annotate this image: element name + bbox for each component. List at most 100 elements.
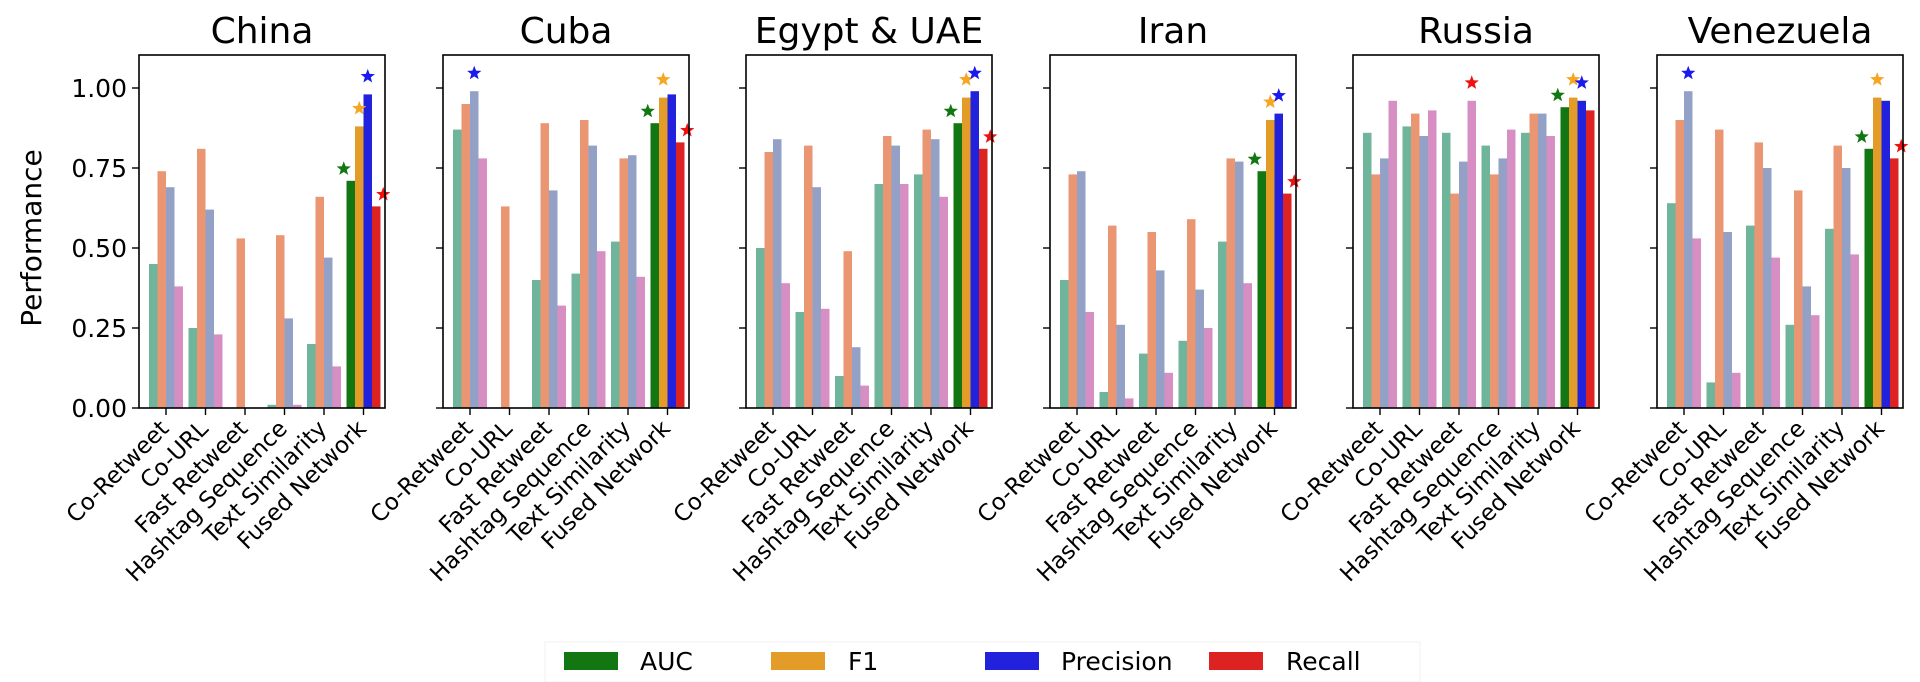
best-star-f1: [1870, 72, 1885, 86]
legend-label-precision: Precision: [1061, 647, 1173, 676]
bar-co-url-recall: [821, 308, 830, 408]
panel-frame: [138, 54, 386, 409]
bar-fused-network-precision: [970, 91, 979, 408]
panel-frame: [745, 54, 993, 409]
bar-hashtag-sequence-precision: [284, 318, 293, 408]
bar-co-url-auc: [1402, 126, 1411, 409]
bar-co-url-f1: [1715, 129, 1724, 408]
bar-text-similarity-auc: [1825, 228, 1834, 408]
bar-fused-network-recall: [372, 206, 381, 408]
bar-text-similarity-precision: [628, 155, 637, 408]
best-star-auc: [1550, 87, 1565, 102]
bar-hashtag-sequence-recall: [1507, 129, 1516, 408]
panel-frame: [1656, 54, 1904, 409]
bar-co-retweet-precision: [773, 139, 782, 408]
bar-fused-network-recall: [1586, 110, 1595, 409]
bar-co-retweet-recall: [1692, 238, 1701, 408]
legend: AUC F1 Precision Recall: [544, 641, 1421, 682]
bar-fast-retweet-auc: [1442, 132, 1451, 409]
bar-hashtag-sequence-recall: [293, 404, 302, 408]
best-star-precision: [1271, 88, 1286, 102]
bar-fast-retweet-precision: [1459, 161, 1468, 408]
bar-fast-retweet-recall: [1164, 372, 1173, 408]
bar-co-retweet-f1: [1371, 174, 1380, 408]
panel-frame: [442, 54, 690, 409]
bar-fused-network-auc: [953, 123, 962, 408]
bar-fast-retweet-f1: [236, 238, 245, 408]
bar-fast-retweet-precision: [1763, 168, 1772, 408]
bar-fast-retweet-f1: [1147, 232, 1156, 408]
bar-hashtag-sequence-auc: [1481, 145, 1490, 408]
best-star-recall: [1894, 138, 1909, 153]
best-star-precision: [967, 65, 982, 80]
bar-hashtag-sequence-recall: [1811, 315, 1820, 408]
best-star-precision: [467, 65, 482, 80]
bar-fused-network-f1: [1569, 97, 1578, 408]
bar-hashtag-sequence-recall: [900, 184, 909, 408]
bar-text-similarity-f1: [1529, 113, 1538, 408]
panel-title: Venezuela: [1688, 11, 1873, 52]
bar-co-url-precision: [205, 209, 214, 408]
panel-title: Russia: [1418, 11, 1534, 52]
bar-text-similarity-recall: [1546, 136, 1555, 408]
bar-co-url-recall: [1125, 398, 1134, 408]
panel-title: Iran: [1138, 11, 1208, 52]
bar-co-retweet-f1: [1675, 120, 1684, 408]
legend-swatch-precision: [985, 652, 1039, 670]
panel-title: China: [211, 11, 314, 52]
bar-co-retweet-auc: [756, 248, 765, 408]
bar-text-similarity-recall: [1243, 283, 1252, 408]
best-star-precision: [1681, 65, 1696, 80]
bar-text-similarity-auc: [1218, 241, 1227, 408]
bar-hashtag-sequence-f1: [883, 136, 892, 408]
bar-fast-retweet-auc: [835, 376, 844, 408]
bar-hashtag-sequence-auc: [874, 184, 883, 408]
bar-fast-retweet-f1: [1754, 142, 1763, 408]
bar-hashtag-sequence-auc: [571, 273, 580, 408]
bar-fused-network-recall: [676, 142, 685, 408]
bar-fast-retweet-auc: [532, 280, 541, 408]
bar-hashtag-sequence-recall: [597, 251, 606, 408]
y-tick-label: 0.25: [71, 314, 127, 343]
legend-swatch-f1: [771, 652, 825, 670]
best-star-recall: [1287, 174, 1302, 188]
bar-fused-network-recall: [1283, 193, 1292, 408]
panel-title: Cuba: [520, 11, 613, 52]
bar-hashtag-sequence-recall: [1204, 328, 1213, 408]
bar-text-similarity-auc: [307, 344, 316, 408]
bar-text-similarity-precision: [1538, 113, 1547, 408]
bar-co-retweet-recall: [1388, 100, 1397, 409]
best-star-f1: [959, 72, 974, 86]
panel-frame: [1352, 54, 1600, 409]
legend-label-auc: AUC: [640, 647, 693, 676]
legend-box: [544, 641, 1421, 682]
bar-co-url-recall: [1732, 372, 1741, 408]
bar-co-url-precision: [1419, 136, 1428, 408]
best-star-precision: [1574, 75, 1589, 89]
bar-text-similarity-precision: [1235, 161, 1244, 408]
best-star-recall: [1464, 75, 1479, 89]
best-star-auc: [1854, 129, 1869, 143]
best-star-auc: [1247, 151, 1262, 166]
bar-fused-network-auc: [1864, 148, 1873, 409]
bar-co-url-auc: [188, 328, 197, 408]
best-star-recall: [680, 122, 695, 137]
bar-co-retweet-auc: [149, 264, 158, 408]
bar-fast-retweet-recall: [557, 305, 566, 408]
bar-fast-retweet-f1: [1450, 193, 1459, 408]
bar-text-similarity-precision: [324, 257, 333, 408]
best-star-auc: [640, 103, 655, 118]
chart-panels: China0.000.250.500.751.00Co-RetweetCo-UR…: [62, 11, 1909, 587]
bar-fused-network-recall: [1890, 158, 1899, 408]
bar-co-url-f1: [501, 206, 510, 408]
bar-hashtag-sequence-precision: [1195, 289, 1204, 408]
bar-co-retweet-recall: [781, 283, 790, 408]
y-tick-label: 1.00: [71, 74, 127, 103]
best-star-f1: [352, 100, 367, 115]
bar-co-retweet-f1: [764, 152, 773, 408]
bar-co-url-auc: [1099, 392, 1108, 408]
bar-fast-retweet-recall: [860, 385, 869, 408]
